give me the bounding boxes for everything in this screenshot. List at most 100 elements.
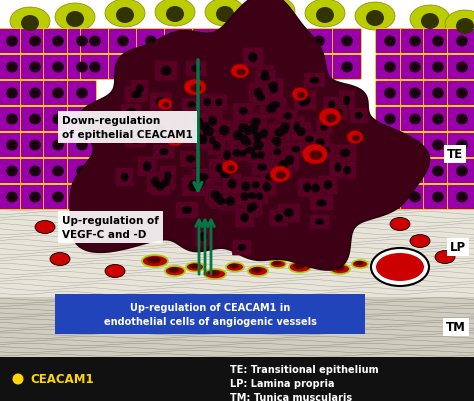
Ellipse shape (319, 109, 341, 127)
Ellipse shape (347, 131, 363, 144)
Ellipse shape (145, 36, 157, 47)
FancyBboxPatch shape (183, 175, 202, 195)
Ellipse shape (6, 166, 18, 177)
Ellipse shape (248, 125, 258, 134)
Ellipse shape (35, 221, 55, 234)
FancyBboxPatch shape (316, 119, 332, 136)
Ellipse shape (142, 255, 168, 267)
FancyBboxPatch shape (192, 29, 221, 55)
FancyBboxPatch shape (164, 29, 193, 55)
Ellipse shape (270, 102, 280, 109)
FancyBboxPatch shape (329, 158, 346, 178)
Ellipse shape (253, 141, 264, 151)
Ellipse shape (76, 192, 88, 203)
Ellipse shape (343, 166, 351, 175)
Ellipse shape (265, 174, 274, 181)
FancyBboxPatch shape (260, 99, 283, 119)
Ellipse shape (241, 193, 249, 201)
Ellipse shape (216, 198, 226, 205)
FancyBboxPatch shape (280, 150, 300, 171)
FancyBboxPatch shape (0, 107, 27, 132)
Ellipse shape (257, 36, 269, 47)
Ellipse shape (432, 88, 444, 99)
Ellipse shape (330, 264, 350, 274)
FancyBboxPatch shape (350, 109, 368, 124)
FancyBboxPatch shape (20, 55, 49, 80)
FancyBboxPatch shape (423, 81, 453, 106)
FancyBboxPatch shape (166, 127, 190, 142)
FancyBboxPatch shape (332, 55, 362, 80)
Ellipse shape (421, 14, 439, 30)
Ellipse shape (121, 173, 128, 182)
FancyBboxPatch shape (193, 130, 213, 150)
FancyBboxPatch shape (330, 105, 347, 121)
FancyBboxPatch shape (248, 55, 277, 80)
FancyBboxPatch shape (276, 163, 293, 179)
FancyBboxPatch shape (447, 133, 474, 158)
FancyBboxPatch shape (276, 55, 306, 80)
FancyBboxPatch shape (401, 55, 429, 80)
Ellipse shape (76, 166, 88, 177)
Ellipse shape (203, 127, 214, 137)
FancyBboxPatch shape (269, 210, 289, 227)
FancyBboxPatch shape (20, 29, 49, 55)
Ellipse shape (250, 203, 257, 211)
Ellipse shape (229, 36, 241, 47)
FancyBboxPatch shape (298, 178, 316, 197)
FancyBboxPatch shape (447, 107, 474, 132)
Ellipse shape (227, 165, 235, 172)
FancyBboxPatch shape (20, 81, 49, 106)
Ellipse shape (299, 100, 307, 107)
FancyBboxPatch shape (318, 176, 337, 195)
Ellipse shape (410, 235, 430, 248)
Ellipse shape (52, 140, 64, 151)
Ellipse shape (326, 114, 337, 123)
FancyBboxPatch shape (256, 66, 273, 85)
Ellipse shape (29, 62, 41, 73)
FancyBboxPatch shape (235, 209, 254, 228)
Ellipse shape (194, 118, 203, 128)
Ellipse shape (186, 263, 204, 272)
FancyBboxPatch shape (210, 194, 232, 210)
FancyBboxPatch shape (447, 81, 474, 106)
Ellipse shape (371, 248, 429, 286)
Ellipse shape (302, 145, 328, 164)
FancyBboxPatch shape (227, 126, 249, 146)
Ellipse shape (237, 244, 246, 251)
Ellipse shape (255, 0, 295, 26)
FancyBboxPatch shape (109, 29, 137, 55)
Ellipse shape (409, 114, 421, 125)
FancyBboxPatch shape (401, 133, 429, 158)
Ellipse shape (316, 8, 334, 24)
Ellipse shape (305, 136, 314, 143)
FancyBboxPatch shape (180, 151, 201, 168)
Ellipse shape (410, 6, 450, 34)
Ellipse shape (274, 138, 282, 148)
Ellipse shape (456, 62, 468, 73)
FancyBboxPatch shape (125, 134, 146, 148)
FancyBboxPatch shape (375, 133, 404, 158)
FancyBboxPatch shape (318, 144, 335, 160)
Ellipse shape (168, 267, 180, 273)
Ellipse shape (384, 36, 396, 47)
FancyBboxPatch shape (375, 29, 404, 55)
Ellipse shape (197, 179, 205, 188)
FancyBboxPatch shape (233, 103, 254, 119)
Ellipse shape (89, 62, 101, 73)
Ellipse shape (226, 263, 244, 272)
Ellipse shape (201, 36, 213, 47)
Ellipse shape (127, 109, 136, 116)
Ellipse shape (315, 219, 324, 226)
Ellipse shape (29, 192, 41, 203)
FancyBboxPatch shape (124, 87, 148, 103)
Ellipse shape (213, 142, 221, 152)
FancyBboxPatch shape (254, 125, 273, 144)
Ellipse shape (456, 19, 474, 35)
FancyBboxPatch shape (248, 29, 277, 55)
FancyBboxPatch shape (150, 93, 173, 112)
Ellipse shape (76, 88, 88, 99)
Ellipse shape (240, 136, 249, 146)
FancyBboxPatch shape (252, 160, 273, 175)
Ellipse shape (158, 99, 172, 110)
Ellipse shape (232, 150, 241, 158)
